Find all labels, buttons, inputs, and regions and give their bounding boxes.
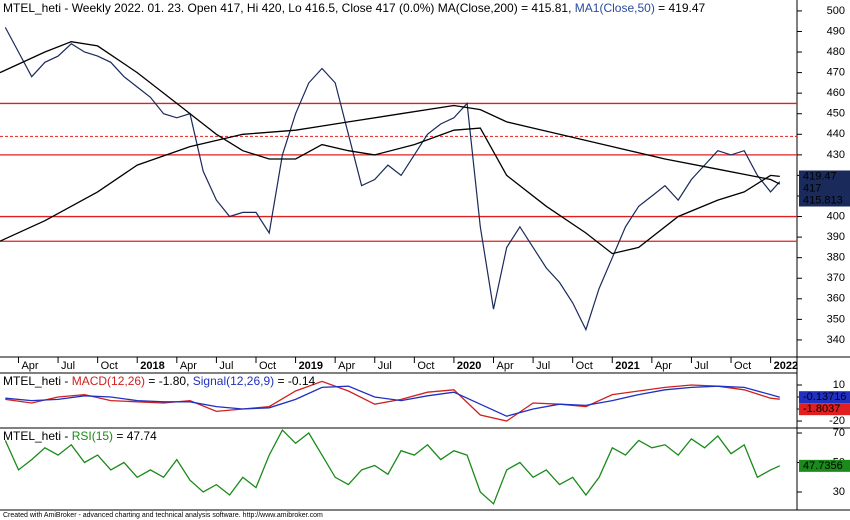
title-part: = -0.14: [274, 374, 315, 388]
x-tick-label: Apr: [497, 360, 514, 372]
x-tick-label: Oct: [734, 360, 751, 372]
y-tick-label: 70: [833, 427, 845, 439]
last-value-label: 419.47: [803, 170, 837, 182]
y-tick-label: 30: [833, 486, 845, 498]
panel-title: MTEL_heti - Weekly 2022. 01. 23. Open 41…: [3, 1, 706, 15]
x-tick-label: Jul: [694, 360, 708, 372]
x-tick-label: Oct: [576, 360, 593, 372]
y-tick-label: 490: [827, 25, 845, 37]
x-tick-label: Apr: [21, 360, 38, 372]
x-tick-label: Apr: [338, 360, 355, 372]
series-line: [0, 41, 780, 255]
y-tick-label: -20: [829, 415, 845, 427]
last-value-label: -0.13716: [803, 391, 846, 403]
last-value-label: -1.8037: [803, 403, 840, 415]
x-tick-label: 2021: [615, 360, 639, 372]
title-part: RSI(15): [72, 429, 113, 443]
title-part: MTEL_heti -: [3, 429, 72, 443]
title-part: MA1(Close,50): [575, 1, 655, 15]
x-tick-label: Oct: [417, 360, 434, 372]
series-line: [4, 429, 781, 505]
x-tick-label: 2019: [299, 360, 323, 372]
y-tick-label: 500: [827, 5, 845, 17]
title-part: MTEL_heti -: [3, 374, 72, 388]
series-line: [5, 380, 780, 422]
y-tick-label: 10: [833, 379, 845, 391]
x-tick-label: 2020: [457, 360, 481, 372]
y-tick-label: 380: [827, 252, 845, 264]
last-value-box: [799, 403, 850, 416]
title-part: MTEL_heti - Weekly 2022. 01. 23. Open 41…: [3, 1, 575, 15]
y-tick-label: 390: [827, 231, 845, 243]
y-tick-label: 350: [827, 313, 845, 325]
y-tick-label: 470: [827, 66, 845, 78]
last-value-box: [799, 459, 850, 472]
panel-title: MTEL_heti - RSI(15) = 47.74: [3, 429, 157, 443]
last-value-label: 415.813: [803, 194, 843, 206]
footer: Created with AmiBroker - advanced charti…: [3, 512, 323, 519]
x-tick-label: Apr: [655, 360, 672, 372]
series-line: [0, 104, 781, 242]
title-part: = 419.47: [655, 1, 706, 15]
y-tick-label: 480: [827, 46, 845, 58]
x-tick-label: Apr: [180, 360, 197, 372]
y-tick-label: 400: [827, 210, 845, 222]
last-value-box: [799, 170, 850, 183]
x-tick-label: Jul: [219, 360, 233, 372]
y-tick-label: 450: [827, 108, 845, 120]
y-tick-label: 370: [827, 272, 845, 284]
series-line: [4, 27, 781, 332]
y-tick-label: 360: [827, 293, 845, 305]
x-tick-label: Oct: [259, 360, 276, 372]
last-value-box: [799, 391, 850, 404]
y-tick-label: 430: [827, 149, 845, 161]
title-part: = 47.74: [113, 429, 157, 443]
title-part: MACD(12,26): [72, 374, 145, 388]
series-line: [5, 385, 780, 417]
x-tick-label: Jul: [61, 360, 75, 372]
panel-title: MTEL_heti - MACD(12,26) = -1.80, Signal(…: [3, 374, 316, 388]
x-tick-label: Jul: [378, 360, 392, 372]
y-tick-label: 460: [827, 87, 845, 99]
last-value-label: 47.7356: [803, 460, 843, 472]
last-value-box: [799, 182, 850, 195]
x-tick-label: 2022: [774, 360, 798, 372]
title-part: = -1.80,: [145, 374, 193, 388]
x-tick-label: Oct: [101, 360, 118, 372]
y-tick-label: 340: [827, 334, 845, 346]
title-part: Signal(12,26,9): [193, 374, 274, 388]
y-tick-label: 440: [827, 128, 845, 140]
x-tick-label: Jul: [536, 360, 550, 372]
last-value-label: 417: [803, 182, 821, 194]
x-tick-label: 2018: [140, 360, 164, 372]
last-value-box: [799, 194, 850, 207]
